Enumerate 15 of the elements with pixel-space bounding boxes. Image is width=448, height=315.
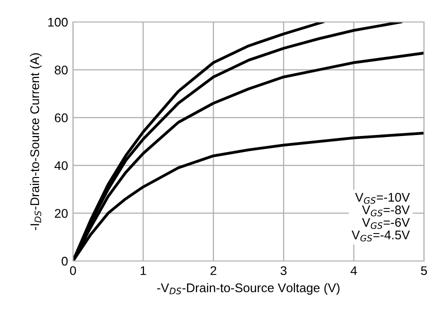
x-tick-label: 4 — [350, 266, 357, 275]
text: V$_{GS}$=-10V V$_{GS}$=-8V V$_{GS}$=-6V V$_{GS}$=-4.5V — [352, 192, 410, 242]
y-tick-label: 20 — [54, 209, 68, 218]
x-tick-label: 1 — [140, 266, 146, 275]
x-tick-label: 5 — [421, 266, 427, 276]
y-tick-label: 100 — [48, 18, 68, 27]
x-tick-label: 3 — [280, 266, 287, 276]
y-tick-label: 0 — [62, 256, 68, 266]
y-tick-label: 60 — [54, 113, 68, 122]
x-tick-label: 0 — [70, 266, 76, 276]
x-axis-title: -V$_{DS}$-Drain-to-Source Voltage (V) — [157, 283, 340, 295]
y-tick-label: 40 — [54, 161, 68, 170]
y-tick-label: 80 — [54, 66, 68, 74]
x-tick-label: 2 — [210, 266, 216, 275]
y-axis-title: -I$_{DS}$-Drain-to-Source Current (A) — [30, 53, 42, 230]
